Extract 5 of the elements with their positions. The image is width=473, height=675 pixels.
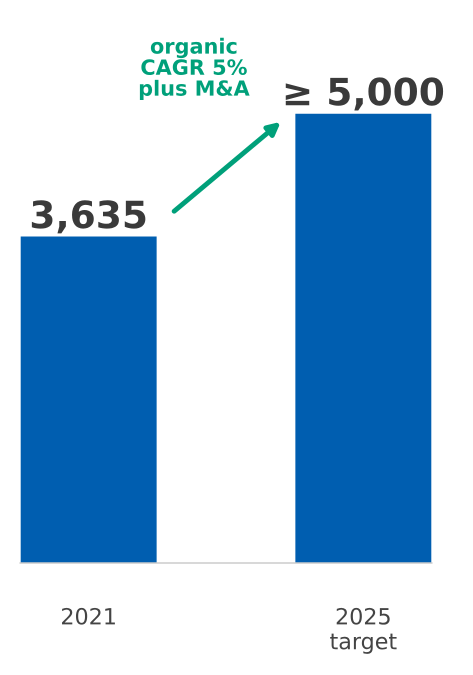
text: organic CAGR 5% plus M&A [140,38,250,100]
x-tick-label: 2025 target [330,608,397,654]
data-label: 3,635 [32,200,146,234]
data-label: ≥ 5,000 [286,77,444,111]
x-tick-label: 2021 [62,608,115,625]
